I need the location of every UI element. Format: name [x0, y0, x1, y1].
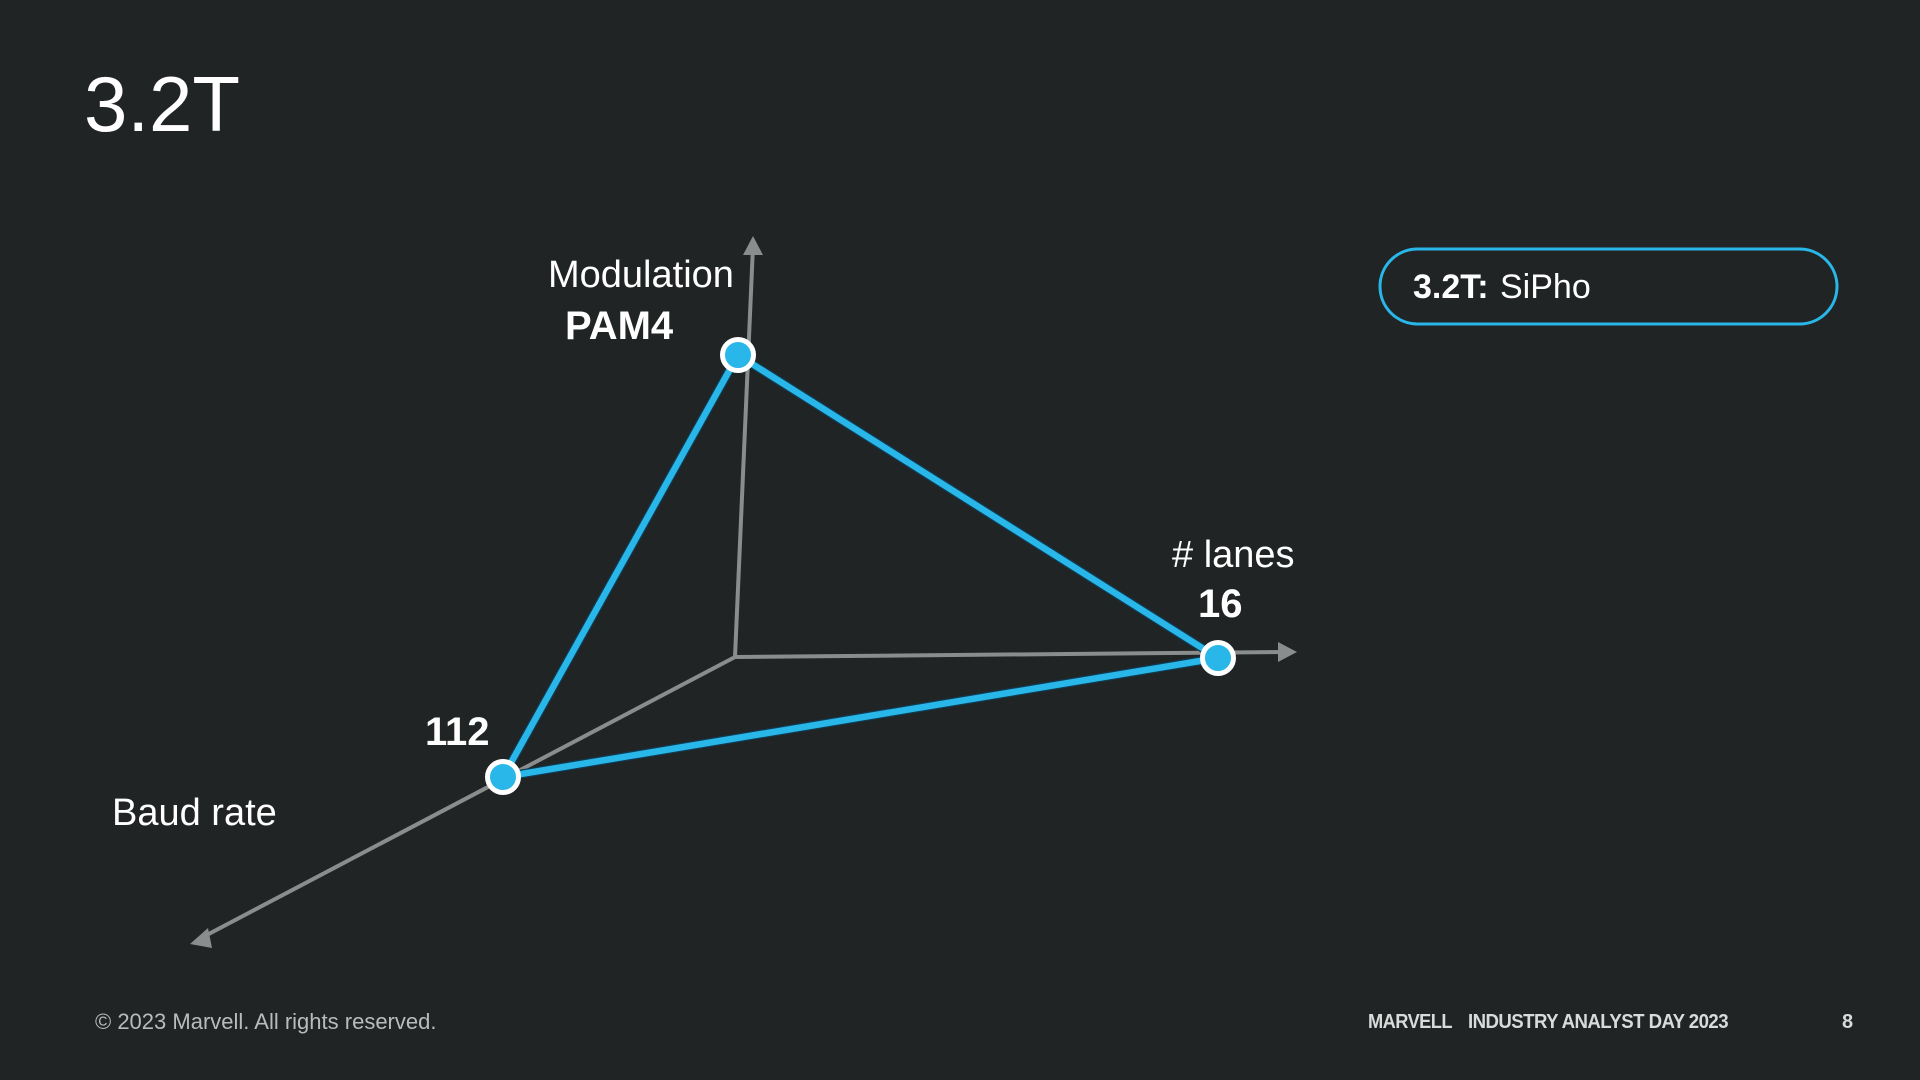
svg-text:3.2T:: 3.2T:: [1413, 268, 1489, 306]
svg-text:INDUSTRY ANALYST DAY 2023: INDUSTRY ANALYST DAY 2023: [1468, 1011, 1728, 1033]
svg-text:SiPho: SiPho: [1500, 268, 1591, 306]
svg-text:MARVELL: MARVELL: [1368, 1011, 1452, 1033]
svg-text:8: 8: [1842, 1011, 1853, 1033]
svg-text:112: 112: [425, 710, 490, 754]
svg-text:# lanes: # lanes: [1172, 534, 1295, 576]
svg-text:16: 16: [1198, 582, 1243, 626]
svg-text:3.2T: 3.2T: [84, 60, 240, 148]
svg-text:© 2023 Marvell. All rights res: © 2023 Marvell. All rights reserved.: [95, 1009, 436, 1034]
svg-text:PAM4: PAM4: [565, 304, 674, 348]
svg-text:Modulation: Modulation: [548, 254, 734, 296]
svg-text:Baud rate: Baud rate: [112, 792, 277, 834]
